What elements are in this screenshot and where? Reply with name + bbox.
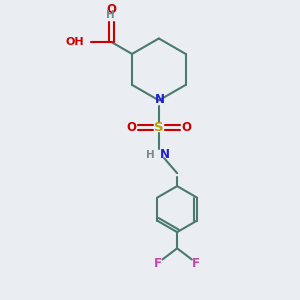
Text: O: O bbox=[106, 3, 117, 16]
Text: N: N bbox=[154, 93, 164, 106]
Text: H: H bbox=[146, 150, 155, 160]
Text: O: O bbox=[126, 121, 136, 134]
Text: OH: OH bbox=[66, 37, 85, 47]
Text: F: F bbox=[154, 256, 162, 270]
Text: H: H bbox=[106, 10, 115, 20]
Text: F: F bbox=[192, 256, 200, 270]
Text: S: S bbox=[154, 121, 164, 134]
Text: N: N bbox=[160, 148, 170, 161]
Text: O: O bbox=[182, 121, 191, 134]
